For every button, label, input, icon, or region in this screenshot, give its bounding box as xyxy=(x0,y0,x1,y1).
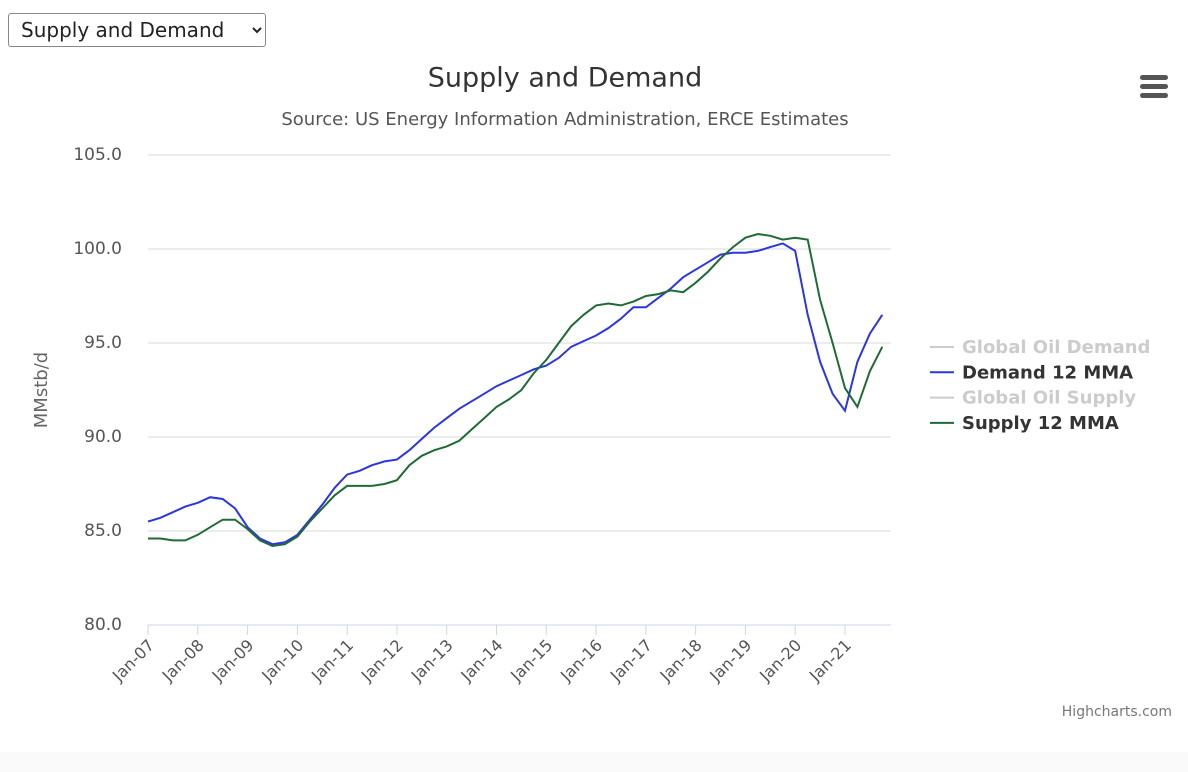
x-tick-label: Jan-14 xyxy=(456,636,506,686)
legend-label: Global Oil Supply xyxy=(962,388,1136,409)
y-tick-label: 80.0 xyxy=(84,615,122,635)
legend-item[interactable]: Supply 12 MMA xyxy=(930,413,1119,434)
series-line xyxy=(148,232,884,548)
y-tick-label: 85.0 xyxy=(84,521,122,541)
y-axis-title: MMstb/d xyxy=(31,352,52,428)
y-tick-label: 105.0 xyxy=(73,145,122,165)
legend-label: Demand 12 MMA xyxy=(962,362,1133,383)
chart-subtitle: Source: US Energy Information Administra… xyxy=(281,109,848,130)
x-tick-label: Jan-17 xyxy=(606,636,656,686)
x-tick-label: Jan-15 xyxy=(506,636,556,686)
x-tick-label: Jan-19 xyxy=(705,636,755,686)
legend-item[interactable]: Global Oil Supply xyxy=(930,388,1136,409)
x-tick-label: Jan-20 xyxy=(755,636,805,686)
legend-label: Global Oil Demand xyxy=(962,337,1150,358)
legend-item[interactable]: Global Oil Demand xyxy=(930,337,1150,358)
x-tick-label: Jan-13 xyxy=(407,636,457,686)
menu-button[interactable] xyxy=(1140,75,1168,98)
menu-bar xyxy=(1140,75,1168,80)
x-tick-label: Jan-11 xyxy=(307,636,357,686)
chart-title: Supply and Demand xyxy=(428,63,702,94)
x-tick-label: Jan-18 xyxy=(656,636,706,686)
y-tick-label: 90.0 xyxy=(84,427,122,447)
footer-band xyxy=(0,752,1188,772)
x-tick-label: Jan-09 xyxy=(208,636,258,686)
chart-selector[interactable]: Supply and Demand xyxy=(8,13,266,47)
legend-label: Supply 12 MMA xyxy=(962,413,1119,434)
x-tick-label: Jan-08 xyxy=(158,636,208,686)
x-tick-label: Jan-16 xyxy=(556,636,606,686)
menu-bar xyxy=(1140,93,1168,98)
menu-bar xyxy=(1140,84,1168,89)
series-line xyxy=(147,242,884,546)
y-tick-label: 95.0 xyxy=(84,333,122,353)
credits: Highcharts.com xyxy=(1062,704,1172,720)
legend-item[interactable]: Demand 12 MMA xyxy=(930,362,1133,383)
x-tick-label: Jan-07 xyxy=(108,636,158,686)
x-tick-label: Jan-10 xyxy=(257,636,307,686)
x-tick-label: Jan-21 xyxy=(805,636,855,686)
x-tick-label: Jan-12 xyxy=(357,636,407,686)
y-tick-label: 100.0 xyxy=(73,239,122,259)
